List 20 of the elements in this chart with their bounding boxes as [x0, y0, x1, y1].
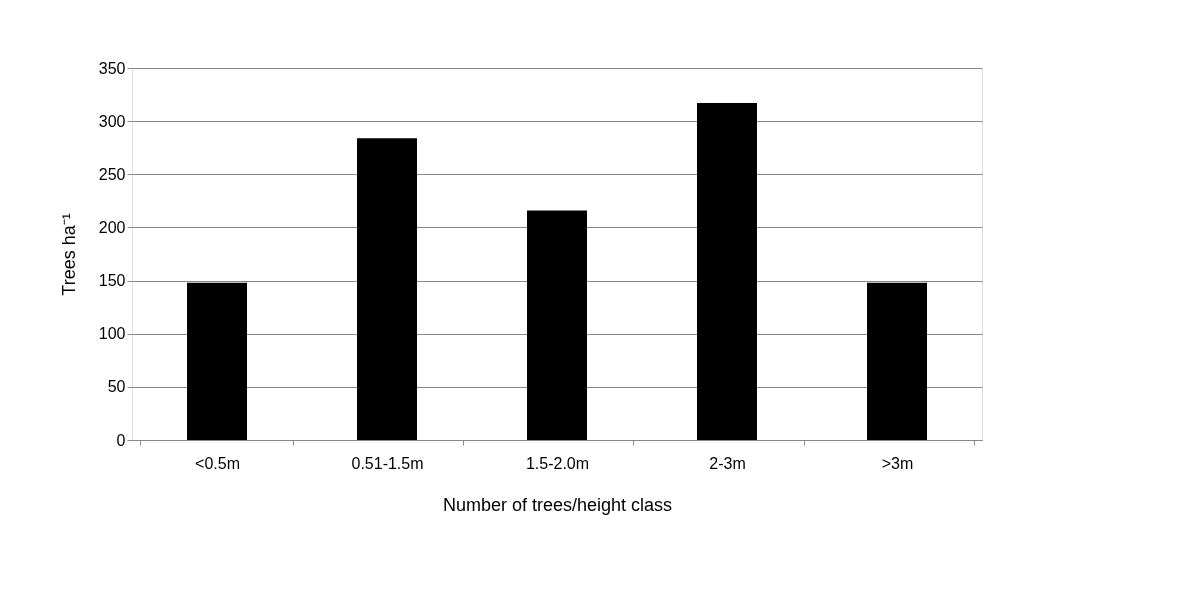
- x-tick-label: >3m: [881, 454, 914, 472]
- x-tick-label: 0.51-1.5m: [351, 454, 424, 472]
- y-tick-label: 300: [98, 112, 126, 130]
- y-tick-label: 200: [98, 218, 126, 236]
- x-tick-label: 1.5-2.0m: [525, 454, 590, 472]
- bar: [187, 282, 247, 440]
- bar: [867, 282, 927, 440]
- bar: [527, 210, 587, 440]
- y-axis-title: Trees ha⁻¹: [58, 213, 79, 296]
- x-tick-label: 2-3m: [709, 454, 746, 472]
- x-axis-title: Number of trees/height class: [442, 494, 673, 515]
- y-tick-label: 150: [98, 272, 126, 290]
- y-tick-label: 350: [98, 59, 126, 77]
- x-tick-label: <0.5m: [195, 454, 240, 472]
- y-tick-label: 250: [98, 165, 126, 183]
- bar: [357, 138, 417, 440]
- y-tick-label: 50: [107, 378, 126, 396]
- bar: [697, 103, 757, 440]
- y-tick-label: 100: [98, 325, 126, 343]
- y-tick-label: 0: [116, 431, 126, 449]
